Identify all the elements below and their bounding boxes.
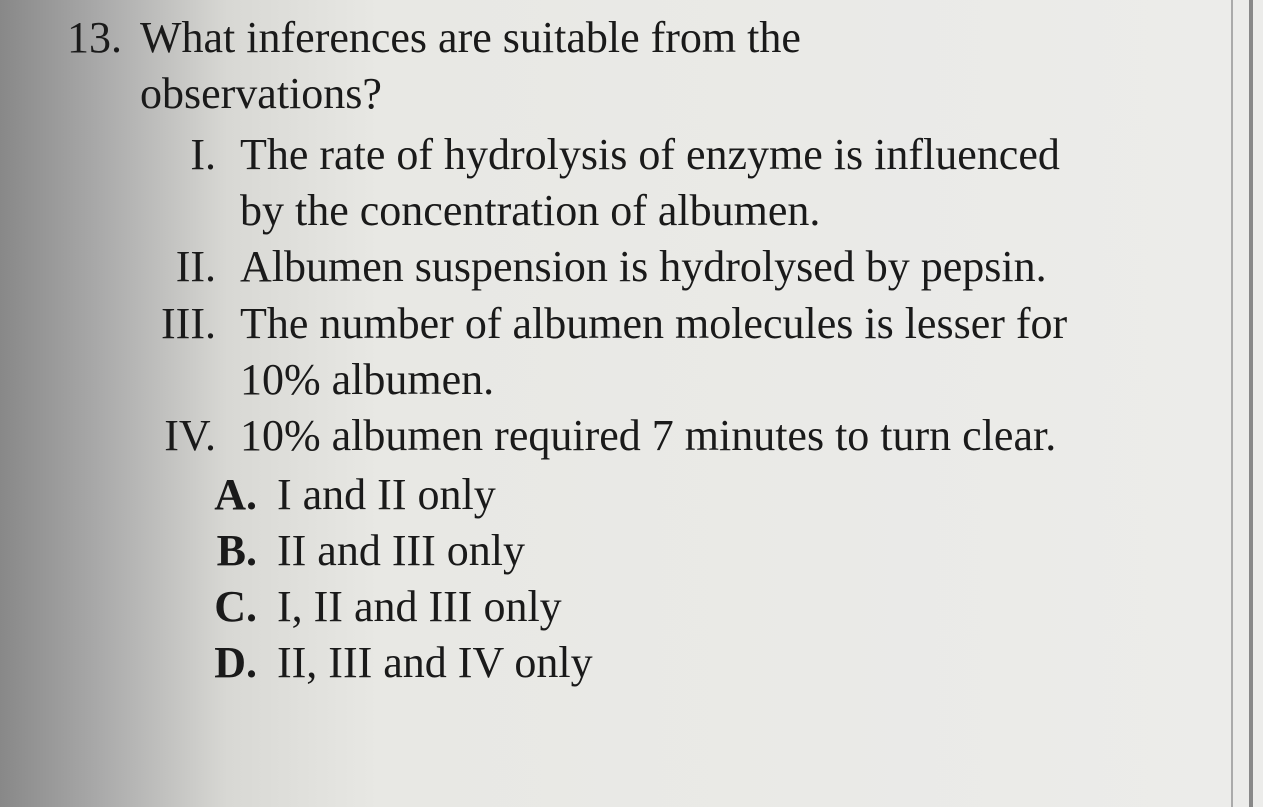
- option-text: II, III and IV only: [277, 635, 1223, 691]
- roman-text-line: The number of albumen molecules is lesse…: [240, 299, 1067, 348]
- option-marker: C.: [205, 579, 277, 635]
- question-text-line1: What inferences are suitable from the: [140, 13, 801, 62]
- roman-text: The rate of hydrolysis of enzyme is infl…: [240, 127, 1223, 240]
- roman-text: 10% albumen required 7 minutes to turn c…: [240, 408, 1223, 464]
- roman-item: II. Albumen suspension is hydrolysed by …: [145, 239, 1223, 295]
- roman-marker: I.: [145, 127, 240, 183]
- question-block: 13. What inferences are suitable from th…: [60, 10, 1223, 692]
- roman-text-line: 10% albumen required 7 minutes to turn c…: [240, 411, 1056, 460]
- roman-text-line: The rate of hydrolysis of enzyme is infl…: [240, 130, 1060, 179]
- roman-marker: III.: [145, 296, 240, 352]
- option-marker: A.: [205, 467, 277, 523]
- option-marker: D.: [205, 635, 277, 691]
- roman-marker: II.: [145, 239, 240, 295]
- option-text: I and II only: [277, 467, 1223, 523]
- option-text: II and III only: [277, 523, 1223, 579]
- option-item: A. I and II only: [205, 467, 1223, 523]
- option-item: C. I, II and III only: [205, 579, 1223, 635]
- roman-text-line: by the concentration of albumen.: [240, 186, 820, 235]
- page-right-border-inner: [1231, 0, 1233, 807]
- page-right-border: [1249, 0, 1253, 807]
- option-text: I, II and III only: [277, 579, 1223, 635]
- question-text: What inferences are suitable from the ob…: [140, 10, 1223, 123]
- roman-text-line: Albumen suspension is hydrolysed by peps…: [240, 242, 1047, 291]
- option-item: B. II and III only: [205, 523, 1223, 579]
- roman-marker: IV.: [145, 408, 240, 464]
- roman-item: I. The rate of hydrolysis of enzyme is i…: [145, 127, 1223, 240]
- question-text-line2: observations?: [140, 69, 382, 118]
- question-header: 13. What inferences are suitable from th…: [60, 10, 1223, 123]
- option-item: D. II, III and IV only: [205, 635, 1223, 691]
- option-marker: B.: [205, 523, 277, 579]
- roman-text-line: 10% albumen.: [240, 355, 494, 404]
- roman-item: IV. 10% albumen required 7 minutes to tu…: [145, 408, 1223, 464]
- question-number: 13.: [60, 10, 140, 66]
- roman-text: The number of albumen molecules is lesse…: [240, 296, 1223, 409]
- roman-text: Albumen suspension is hydrolysed by peps…: [240, 239, 1223, 295]
- roman-item: III. The number of albumen molecules is …: [145, 296, 1223, 409]
- answer-options-list: A. I and II only B. II and III only C. I…: [205, 467, 1223, 692]
- roman-statements-list: I. The rate of hydrolysis of enzyme is i…: [145, 127, 1223, 465]
